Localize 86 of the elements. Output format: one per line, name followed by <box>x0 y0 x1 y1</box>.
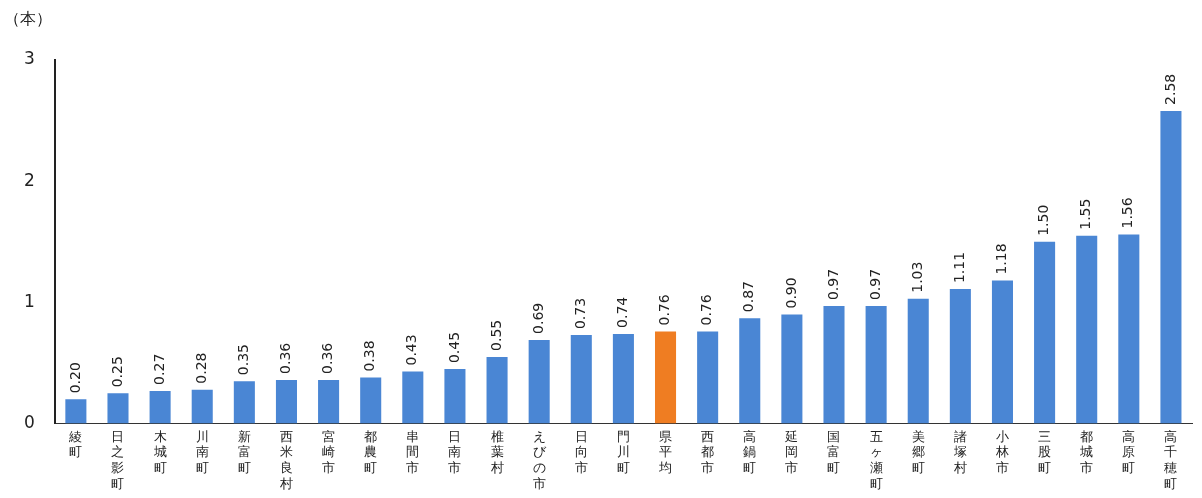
data-label: 2.58 <box>1161 73 1178 105</box>
data-label: 1.11 <box>950 251 967 284</box>
data-label: 1.55 <box>1077 198 1094 230</box>
bar <box>275 379 297 424</box>
x-tick-label: 高原町 <box>1122 428 1136 475</box>
bar <box>781 314 803 424</box>
data-label: 0.76 <box>698 294 715 326</box>
bar <box>149 390 171 424</box>
x-tick-label: 都城市 <box>1079 428 1094 475</box>
bar <box>65 399 87 424</box>
x-tick-label: 小林市 <box>994 428 1009 475</box>
x-tick-label: 川南町 <box>195 428 209 475</box>
bar <box>360 377 382 424</box>
data-label: 0.87 <box>740 280 757 313</box>
data-label: 0.97 <box>866 268 883 301</box>
data-label: 0.90 <box>782 277 799 309</box>
bar <box>444 369 466 424</box>
data-label: 0.55 <box>487 319 504 351</box>
data-label: 1.18 <box>993 243 1010 275</box>
bar <box>865 306 887 424</box>
bar <box>1076 235 1098 424</box>
data-label: 0.97 <box>824 268 841 301</box>
bar <box>697 331 719 424</box>
bar <box>107 393 129 424</box>
data-label: 1.03 <box>908 261 925 293</box>
bar <box>991 280 1013 424</box>
y-tick-label: 1 <box>23 290 35 311</box>
x-tick-label: 延岡市 <box>784 428 799 475</box>
x-tick-label: 諸塚村 <box>952 428 967 475</box>
x-tick-label: 串間市 <box>406 428 420 475</box>
data-label: 0.36 <box>319 342 336 374</box>
x-tick-label: 西都市 <box>701 428 715 475</box>
bar <box>191 389 213 424</box>
x-tick-label: 木城町 <box>152 428 167 475</box>
bar <box>1034 241 1056 424</box>
x-tick-label: 三股町 <box>1038 428 1052 475</box>
x-tick-label: 高鍋町 <box>743 428 757 475</box>
bar <box>486 356 508 424</box>
data-label: 0.27 <box>150 353 167 385</box>
data-label: 0.74 <box>614 296 631 328</box>
data-label: 0.43 <box>403 334 420 366</box>
bar <box>1160 110 1182 424</box>
x-tick-label: 美郷町 <box>911 428 925 475</box>
bar <box>1118 234 1140 424</box>
x-tick-label: 西米良村 <box>278 428 293 491</box>
x-tick-label: えびの市 <box>532 428 547 491</box>
bar <box>402 371 424 424</box>
x-tick-label: 綾町 <box>68 428 83 460</box>
data-label: 0.36 <box>277 342 294 374</box>
data-label: 0.25 <box>108 356 125 388</box>
bar <box>907 298 929 424</box>
x-tick-label: 日向市 <box>574 428 588 475</box>
bar <box>739 318 761 424</box>
bar <box>318 379 340 424</box>
bar <box>612 333 634 424</box>
x-tick-label: 門川町 <box>616 428 630 475</box>
data-label: 0.38 <box>361 340 378 372</box>
data-label: 0.69 <box>529 302 546 334</box>
bar <box>233 381 255 424</box>
y-axis-title: （本） <box>4 9 52 29</box>
x-tick-label: 日南市 <box>448 428 462 475</box>
y-tick-label: 2 <box>23 169 35 190</box>
bar <box>570 335 592 424</box>
y-tick-label: 0 <box>23 412 35 433</box>
x-tick-label: 都農町 <box>364 428 378 475</box>
x-tick-label: 国富町 <box>827 428 841 475</box>
x-tick-label: 日之影町 <box>111 428 125 491</box>
bar <box>655 331 677 424</box>
data-label: 1.50 <box>1035 204 1052 236</box>
data-label: 0.28 <box>192 352 209 384</box>
data-label: 0.35 <box>234 344 251 376</box>
y-tick-label: 3 <box>23 48 35 69</box>
data-label: 0.76 <box>656 294 673 326</box>
data-label: 1.56 <box>1119 197 1136 229</box>
x-tick-label: 県平均 <box>658 428 673 475</box>
x-tick-label: 新富町 <box>237 428 251 475</box>
x-tick-label: 高千穂町 <box>1164 428 1178 491</box>
x-tick-label: 椎葉村 <box>489 428 504 475</box>
bar <box>949 289 971 424</box>
x-tick-label: 宮崎市 <box>322 428 336 475</box>
data-label: 0.73 <box>571 297 588 330</box>
data-label: 0.45 <box>445 331 462 364</box>
x-tick-label: 五ヶ瀬町 <box>869 428 883 491</box>
bar <box>528 339 550 424</box>
data-label: 0.20 <box>66 362 83 394</box>
bar <box>823 306 845 424</box>
